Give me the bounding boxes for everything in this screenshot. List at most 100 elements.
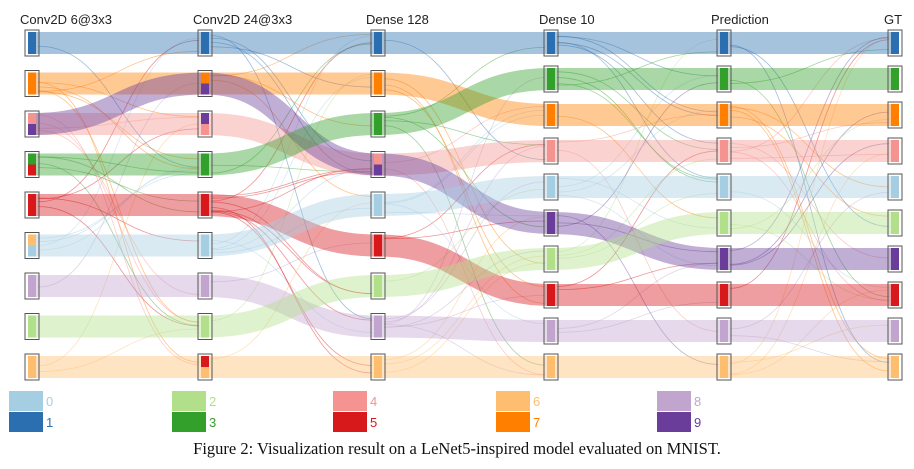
minor-flow-line: [729, 151, 890, 302]
minor-flow-line: [556, 302, 719, 333]
minor-flow-line: [729, 191, 890, 288]
legend-item-7: 7: [496, 412, 540, 432]
flow-band-class-2: [32, 211, 895, 338]
node-layer3-class-9: [543, 209, 559, 237]
minor-flow-line: [210, 240, 373, 333]
node-layer0-class-4: [24, 110, 40, 138]
svg-text:2: 2: [209, 394, 216, 409]
minor-flow-line: [556, 77, 719, 183]
minor-flow-line: [210, 201, 373, 295]
node-layer2-class-5: [370, 232, 386, 259]
svg-text:5: 5: [370, 415, 377, 430]
minor-flow-line: [556, 42, 719, 116]
minor-flow-line: [729, 39, 890, 365]
minor-flow-line: [383, 144, 546, 239]
minor-flow-line: [210, 202, 373, 360]
node-layer0-class-6: [24, 353, 40, 381]
node-layer0-class-8: [24, 272, 40, 300]
layer-title: Dense 10: [539, 12, 595, 27]
minor-flow-line: [383, 220, 546, 240]
minor-flow-line: [210, 171, 373, 199]
svg-text:3: 3: [209, 415, 216, 430]
minor-flow-line: [37, 45, 200, 168]
minor-flow-line: [37, 86, 200, 170]
node-layer2-class-6: [370, 353, 386, 381]
minor-flow-line: [556, 115, 719, 219]
minor-flow-line: [383, 216, 546, 360]
node-layer5-class-0: [887, 173, 903, 201]
node-layer1-class-8: [197, 272, 213, 300]
node-layer5-class-9: [887, 245, 903, 273]
minor-flow-line: [383, 120, 546, 146]
node-layer2-class-4: [370, 151, 386, 178]
legend-item-6: 6: [496, 391, 540, 411]
minor-flow-line: [556, 75, 719, 188]
node-layer4-class-5: [716, 281, 732, 309]
minor-flow-line: [37, 40, 200, 203]
layer-title: Conv2D 24@3x3: [193, 12, 292, 27]
minor-flow-line: [556, 36, 719, 77]
flow-band-class-7: [32, 72, 895, 127]
minor-flow-line: [383, 109, 546, 203]
minor-flow-line: [556, 71, 719, 150]
node-layer1-class-4: [197, 110, 213, 138]
node-layer0-class-5: [24, 191, 40, 219]
node-layer2-class-0: [370, 191, 386, 219]
minor-flow-line: [210, 74, 373, 127]
node-layer1-class-2: [197, 313, 213, 340]
node-layer1-class-7: [197, 70, 213, 97]
minor-flow-line: [383, 250, 546, 328]
minor-flow-line: [383, 181, 546, 320]
node-layer0-class-7: [24, 70, 40, 97]
minor-flow-line: [383, 114, 546, 204]
legend-item-3: 3: [172, 412, 216, 432]
node-layer2-class-2: [370, 272, 386, 300]
minor-flow-line: [556, 110, 719, 193]
layer-title: Dense 128: [366, 12, 429, 27]
minor-flow-line: [210, 74, 373, 321]
layer-titles: Conv2D 6@3x3 Conv2D 24@3x3 Dense 128 Dense …: [20, 12, 902, 27]
minor-flow-line: [210, 77, 373, 250]
minor-flow-line: [37, 172, 200, 239]
minor-flow-line: [37, 156, 200, 173]
node-layer3-class-1: [543, 29, 559, 57]
minor-flow-line: [383, 89, 546, 287]
minor-flow-line: [383, 168, 546, 376]
minor-flow-line: [37, 167, 200, 202]
node-layer2-class-8: [370, 313, 386, 340]
minor-flow-line: [37, 128, 200, 200]
flow-band-class-9: [31, 72, 895, 270]
flow-band-class-5: [32, 193, 895, 307]
minor-flow-line: [383, 39, 546, 160]
node-layer3-class-4: [543, 137, 559, 165]
legend: 0 1 2 3 4 5 6 7 8 9: [9, 391, 701, 432]
minor-flow-line: [37, 116, 200, 129]
node-layer4-class-2: [716, 209, 732, 237]
node-layer1-class-6: [197, 353, 213, 381]
minor-flow-line: [556, 35, 719, 113]
minor-flow-line: [210, 210, 373, 321]
minor-flow-line: [210, 211, 373, 366]
minor-flow-line: [729, 143, 890, 259]
node-layer3-class-2: [543, 245, 559, 273]
minor-flow-line: [383, 145, 546, 323]
flow-visualization: Conv2D 6@3x3 Conv2D 24@3x3 Dense 128 Dense …: [9, 12, 903, 432]
minor-flow-line: [210, 46, 373, 88]
svg-text:0: 0: [46, 394, 53, 409]
legend-item-4: 4: [333, 391, 377, 411]
node-layer4-class-7: [716, 101, 732, 129]
node-layer1-class-1: [197, 29, 213, 57]
node-layer5-class-4: [887, 137, 903, 165]
minor-flow-line: [729, 324, 890, 363]
minor-flow-line: [729, 37, 890, 152]
minor-flow-line: [729, 122, 890, 149]
flow-band-class-3: [32, 67, 895, 176]
minor-flow-line: [556, 194, 719, 267]
node-layer4-class-0: [716, 173, 732, 201]
node-layer5-class-6: [887, 353, 903, 381]
minor-flow-line: [383, 203, 546, 324]
minor-flow-line: [729, 39, 890, 289]
minor-flow-line: [556, 262, 719, 329]
minor-flow-line: [210, 35, 373, 320]
minor-flow-line: [556, 41, 719, 179]
